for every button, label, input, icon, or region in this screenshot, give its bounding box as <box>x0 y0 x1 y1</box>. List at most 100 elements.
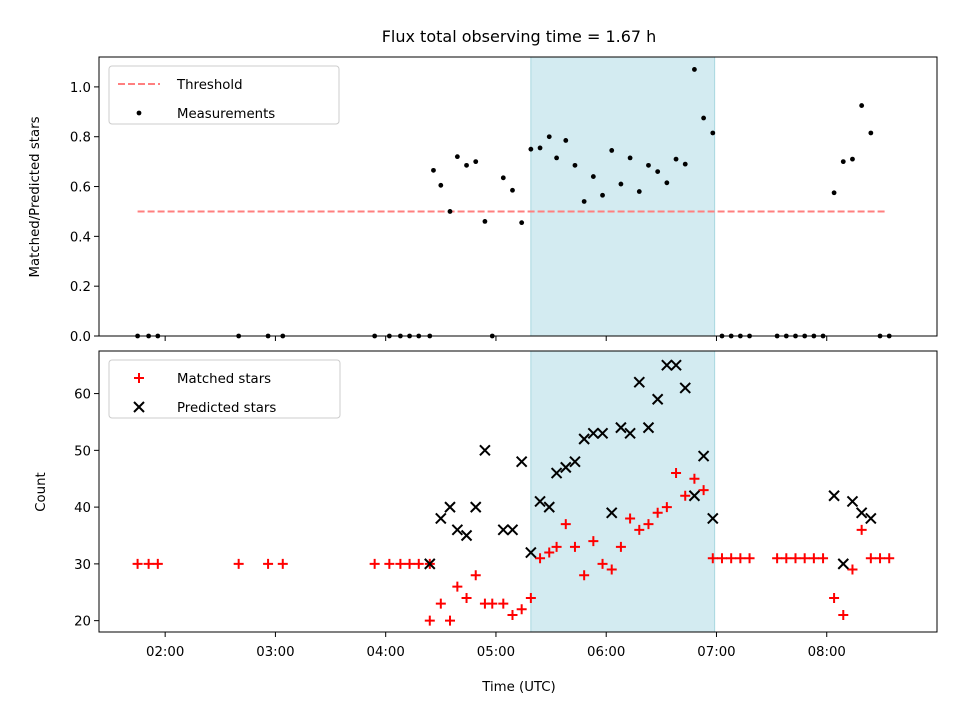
predicted-stars-point <box>444 501 456 513</box>
predicted-stars-point <box>578 433 590 445</box>
matched-stars-point <box>625 513 636 524</box>
measurements-point <box>692 67 697 72</box>
matched-stars-legend-label: Matched stars <box>177 372 271 387</box>
y-tick-label: 0.0 <box>70 330 91 345</box>
matched-stars-point <box>781 553 792 564</box>
predicted-stars-point <box>470 501 482 513</box>
matched-stars-point <box>369 558 380 569</box>
measurements-point <box>701 115 707 121</box>
matched-stars-point <box>865 553 876 564</box>
predicted-stars-point <box>596 427 609 440</box>
matched-stars-point <box>424 615 435 626</box>
matched-stars-point <box>838 609 849 620</box>
matched-stars-point <box>452 581 463 592</box>
matched-stars-point <box>152 558 163 569</box>
measurements-legend-swatch <box>136 110 142 116</box>
matched-stars-point <box>132 558 143 569</box>
predicted-stars-point <box>679 382 691 394</box>
y-tick-label: 0.4 <box>70 230 91 245</box>
measurements-point <box>563 138 569 143</box>
predicted-stars-point <box>543 501 555 513</box>
y-tick-label: 0.6 <box>70 181 91 196</box>
matched-stars-point <box>597 558 608 569</box>
x-tick-label: 02:00 <box>146 645 184 660</box>
matched-stars-point <box>744 553 755 564</box>
matched-stars-point <box>829 592 840 603</box>
x-tick-label: 08:00 <box>808 645 846 660</box>
x-tick-label: 04:00 <box>367 645 405 660</box>
predicted-stars-point <box>642 421 655 434</box>
measurements-point <box>673 156 679 162</box>
matched-stars-point <box>634 524 645 535</box>
matched-stars-point <box>856 524 867 535</box>
predicted-stars-point <box>651 393 664 405</box>
matched-stars-point <box>698 485 709 496</box>
predicted-stars-point <box>661 359 673 371</box>
predicted-stars-point <box>707 512 719 525</box>
predicted-stars-legend-swatch <box>133 401 145 413</box>
legend-box <box>108 359 341 419</box>
measurements-point <box>646 162 651 168</box>
matched-stars-point <box>790 553 801 564</box>
matched-stars-point <box>606 564 617 575</box>
plot-frame <box>98 350 938 633</box>
measurements-point <box>500 175 506 181</box>
predicted-stars-point <box>525 546 537 559</box>
y-tick-label: 0.2 <box>70 280 91 295</box>
predicted-stars-point <box>534 495 546 508</box>
chart-title: Flux total observing time = 1.67 h <box>382 27 657 46</box>
predicted-stars-point <box>424 558 436 570</box>
matched-stars-point <box>395 558 406 569</box>
measurements-point <box>572 162 578 168</box>
legend: Matched stars Predicted stars <box>108 359 341 419</box>
predicted-stars-point <box>624 427 636 440</box>
measurements-point <box>609 148 615 153</box>
predicted-stars-point <box>451 524 464 536</box>
measurements-point <box>590 174 596 179</box>
predicted-stars-point <box>479 444 491 457</box>
predicted-stars-point <box>828 490 840 502</box>
matched-stars-point <box>671 468 682 479</box>
matched-stars-point <box>544 547 555 558</box>
measurements-point <box>528 146 534 152</box>
matched-stars-point <box>435 598 446 609</box>
measurements-point <box>473 159 479 165</box>
matched-stars-point <box>875 553 886 564</box>
measurements-legend-label: Measurements <box>177 107 275 122</box>
matched-stars-point <box>652 507 663 518</box>
matched-stars-point <box>560 519 571 530</box>
predicted-stars-point <box>435 512 447 525</box>
matched-stars-point <box>470 570 481 581</box>
matched-stars-point <box>579 570 590 581</box>
y-tick-label: 40 <box>74 501 91 516</box>
measurements-point <box>554 155 559 161</box>
measurements-point <box>831 190 837 196</box>
x-tick-label: 06:00 <box>587 645 625 660</box>
matched-stars-point <box>413 558 424 569</box>
predicted-stars-point <box>846 495 859 508</box>
measurements-point <box>868 130 874 136</box>
matched-stars-point <box>799 553 810 564</box>
predicted-stars-legend-label: Predicted stars <box>177 401 276 416</box>
matched-stars-point <box>498 598 509 609</box>
matched-stars-point <box>615 541 626 552</box>
matched-stars-point <box>461 592 472 603</box>
measurements-point <box>627 155 633 161</box>
predicted-stars-point <box>855 507 868 519</box>
measurements-point <box>710 130 716 136</box>
measurements-point <box>438 182 444 188</box>
predicted-stars-point <box>569 455 581 468</box>
predicted-stars-point <box>506 524 519 536</box>
y-tick-label: 20 <box>74 615 91 630</box>
bottom-panel: 20 30 40 50 60 02:00 03:00 04:00 05:00 06:00 07:00… <box>74 350 938 660</box>
y-tick-label: 0.8 <box>70 131 91 146</box>
measurements-point <box>454 154 460 160</box>
matched-stars-point <box>535 553 546 564</box>
matched-stars-point <box>726 553 737 564</box>
y-tick-label: 50 <box>74 444 91 459</box>
measurements-point <box>537 145 543 151</box>
predicted-stars-point <box>865 512 877 525</box>
matched-stars-point <box>384 558 395 569</box>
x-axis-label: Time (UTC) <box>481 680 556 695</box>
predicted-stars-point <box>497 524 510 536</box>
